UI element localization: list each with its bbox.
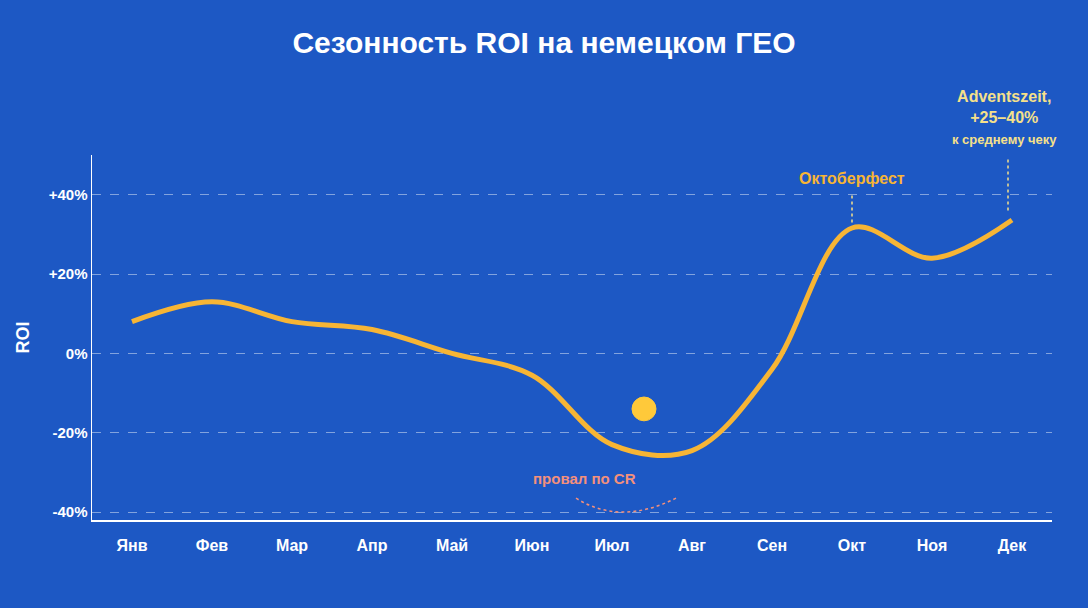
svg-text:Ноя: Ноя bbox=[917, 537, 947, 554]
svg-text:+20%: +20% bbox=[49, 265, 88, 282]
svg-text:ROI: ROI bbox=[13, 321, 33, 353]
svg-text:Авг: Авг bbox=[678, 537, 706, 554]
svg-text:+40%: +40% bbox=[49, 186, 88, 203]
svg-text:Сен: Сен bbox=[757, 537, 787, 554]
svg-text:Adventszeit,+25–40%к среднему: Adventszeit,+25–40%к среднему чеку bbox=[952, 88, 1057, 147]
svg-text:Июн: Июн bbox=[515, 537, 550, 554]
svg-text:Дек: Дек bbox=[998, 537, 1027, 554]
svg-text:Октоберфест: Октоберфест bbox=[799, 170, 905, 187]
svg-text:0%: 0% bbox=[66, 345, 88, 362]
svg-text:провал по CR: провал по CR bbox=[533, 470, 636, 487]
svg-text:Янв: Янв bbox=[117, 537, 148, 554]
svg-text:Май: Май bbox=[436, 537, 468, 554]
svg-text:Апр: Апр bbox=[357, 537, 388, 554]
svg-text:Сезонность ROI на немецком ГЕО: Сезонность ROI на немецком ГЕО bbox=[292, 26, 795, 59]
svg-text:Июл: Июл bbox=[595, 537, 630, 554]
svg-text:Мар: Мар bbox=[276, 537, 308, 554]
svg-text:Окт: Окт bbox=[838, 537, 866, 554]
svg-text:-40%: -40% bbox=[52, 503, 87, 520]
svg-text:Фев: Фев bbox=[196, 537, 229, 554]
svg-text:-20%: -20% bbox=[52, 424, 87, 441]
